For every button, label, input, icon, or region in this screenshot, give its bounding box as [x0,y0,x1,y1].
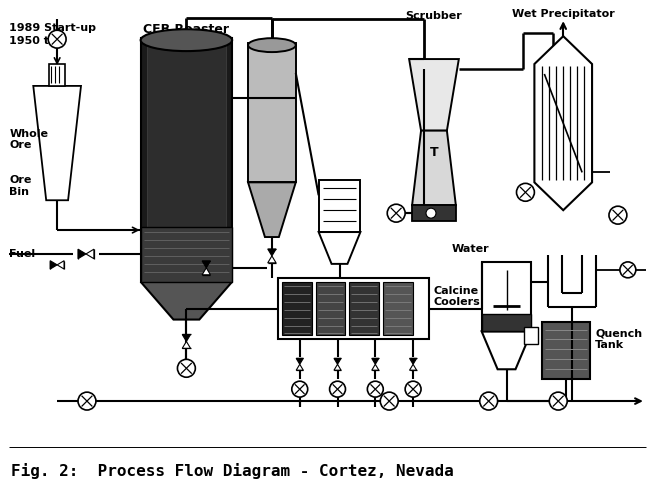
Text: Whole
Ore: Whole Ore [9,129,48,150]
Circle shape [405,381,421,397]
Ellipse shape [141,29,232,51]
Polygon shape [202,261,210,268]
Circle shape [517,183,534,201]
Polygon shape [534,36,592,210]
Text: Quench
Tank: Quench Tank [595,329,642,350]
Circle shape [426,208,436,218]
Bar [282,282,312,335]
Bar [525,327,538,345]
Polygon shape [372,358,379,364]
Bar [383,282,413,335]
Polygon shape [182,342,191,348]
Text: Ore
Bin: Ore Bin [9,175,32,197]
Polygon shape [334,364,341,370]
Polygon shape [182,334,191,342]
Ellipse shape [248,38,296,52]
Text: Water: Water [452,244,489,254]
Polygon shape [296,364,303,370]
Text: Calcine
Coolers: Calcine Coolers [434,286,481,307]
Bar [318,180,360,232]
Polygon shape [202,268,210,275]
Polygon shape [334,358,341,364]
Bar [481,313,531,331]
Circle shape [291,381,308,397]
Text: T: T [430,146,438,159]
Circle shape [620,262,636,278]
Circle shape [78,392,96,410]
Polygon shape [409,59,459,131]
Polygon shape [78,249,86,259]
Polygon shape [268,249,276,256]
Circle shape [387,204,405,222]
Polygon shape [481,331,531,369]
Polygon shape [50,260,57,269]
Bar [316,282,345,335]
Polygon shape [248,182,296,237]
Circle shape [550,392,567,410]
Polygon shape [33,86,81,200]
Circle shape [381,392,398,410]
Bar [481,262,531,331]
Text: CFB Roaster: CFB Roaster [143,23,229,36]
Text: Fig. 2:  Process Flow Diagram - Cortez, Nevada: Fig. 2: Process Flow Diagram - Cortez, N… [11,463,454,479]
Bar [412,205,456,221]
Circle shape [48,30,66,48]
Text: Fuel: Fuel [9,249,35,259]
Bar [49,64,65,86]
Polygon shape [86,249,94,259]
Polygon shape [296,358,303,364]
Bar [147,42,226,278]
Text: Scrubber: Scrubber [405,11,462,21]
Polygon shape [268,256,276,263]
Text: 1950 tpd: 1950 tpd [9,36,65,46]
Circle shape [329,381,345,397]
Bar [350,282,379,335]
Polygon shape [318,232,360,264]
Polygon shape [409,358,417,364]
Circle shape [367,381,383,397]
Polygon shape [409,364,417,370]
Bar [141,227,232,282]
Polygon shape [412,131,456,205]
Circle shape [479,392,498,410]
Text: 1989 Start-up: 1989 Start-up [9,23,96,33]
Circle shape [609,206,627,224]
Bar [278,278,429,339]
Bar [141,38,232,282]
Bar [248,43,296,182]
Bar [542,322,590,379]
Text: Wet Precipitator: Wet Precipitator [512,9,614,19]
Circle shape [178,359,195,377]
Polygon shape [372,364,379,370]
Polygon shape [141,282,232,320]
Polygon shape [57,260,64,269]
